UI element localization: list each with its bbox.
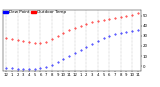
Legend: Dew Point, Outdoor Temp: Dew Point, Outdoor Temp — [3, 10, 66, 14]
